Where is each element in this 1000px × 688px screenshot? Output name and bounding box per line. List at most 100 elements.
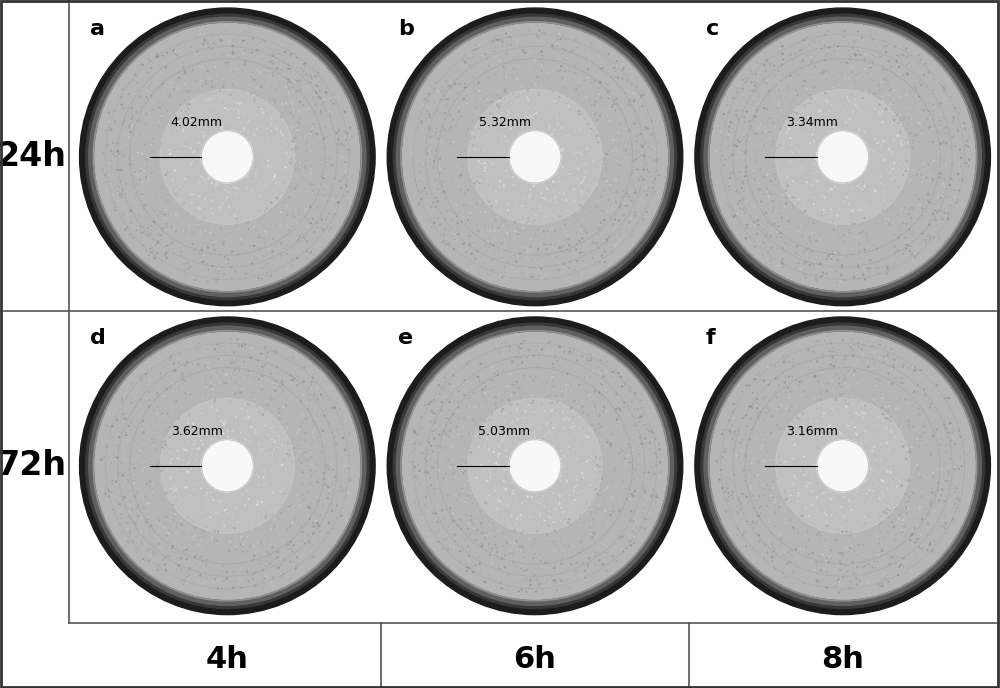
Point [847,190,863,201]
Point [808,222,824,233]
Point [145,489,161,500]
Point [599,71,615,82]
Point [825,215,841,226]
Point [117,223,133,234]
Point [887,373,903,384]
Point [526,516,542,527]
Point [588,123,604,134]
Point [197,530,213,541]
Point [167,110,183,121]
Point [857,400,873,411]
Point [890,204,906,215]
Point [277,178,293,189]
Point [146,205,162,216]
Point [142,244,158,255]
Point [900,66,916,77]
Point [168,380,184,391]
Point [181,263,197,274]
Point [192,226,208,237]
Point [907,235,923,246]
Point [778,498,794,509]
Point [199,436,215,447]
Point [416,94,432,105]
Point [865,50,881,61]
Point [812,191,828,202]
Point [725,117,741,128]
Point [130,147,146,158]
Point [947,422,963,433]
Point [590,499,606,510]
Point [802,168,818,179]
Point [126,477,142,488]
Point [510,54,526,65]
Point [569,508,585,519]
Point [303,447,319,458]
Point [290,440,306,451]
Point [438,126,454,137]
Point [205,251,221,262]
Point [810,416,826,427]
Point [225,41,241,52]
Point [857,476,873,487]
Point [786,192,802,203]
Point [197,215,213,226]
Point [899,107,915,118]
Point [338,134,354,145]
Point [608,143,624,154]
Point [634,142,650,153]
Point [331,133,347,144]
Point [518,196,534,207]
Point [461,356,477,367]
Point [895,105,911,116]
Point [582,95,598,106]
Point [547,350,563,361]
Point [284,499,300,510]
Point [636,186,652,197]
Point [824,209,840,220]
Point [298,129,314,140]
Point [487,114,503,125]
Point [735,83,751,94]
Point [249,145,265,156]
Point [587,96,603,107]
Point [928,146,944,157]
Point [730,499,746,510]
Point [570,485,586,496]
Point [534,50,550,61]
Point [529,408,545,419]
Point [547,191,563,202]
Point [577,565,593,576]
Point [566,86,582,97]
Point [113,427,129,438]
Point [496,180,512,191]
Point [792,87,808,98]
Point [477,416,493,427]
Point [641,467,657,478]
Point [272,486,288,497]
Point [855,52,871,63]
Point [101,453,117,464]
Point [294,489,310,500]
Point [248,174,264,185]
Point [859,483,875,494]
Point [813,95,829,106]
Point [252,120,268,131]
Point [514,217,530,228]
Point [529,77,545,88]
Point [768,496,784,507]
Point [279,248,295,259]
Point [600,482,616,493]
Point [615,158,631,169]
Point [744,401,760,412]
Point [896,440,912,451]
Point [780,429,796,440]
Point [493,270,509,281]
Point [572,161,588,172]
Point [261,506,277,517]
Point [924,204,940,215]
Point [466,566,482,577]
Point [288,488,304,499]
Point [573,385,589,396]
Point [650,452,666,463]
Point [334,151,350,162]
